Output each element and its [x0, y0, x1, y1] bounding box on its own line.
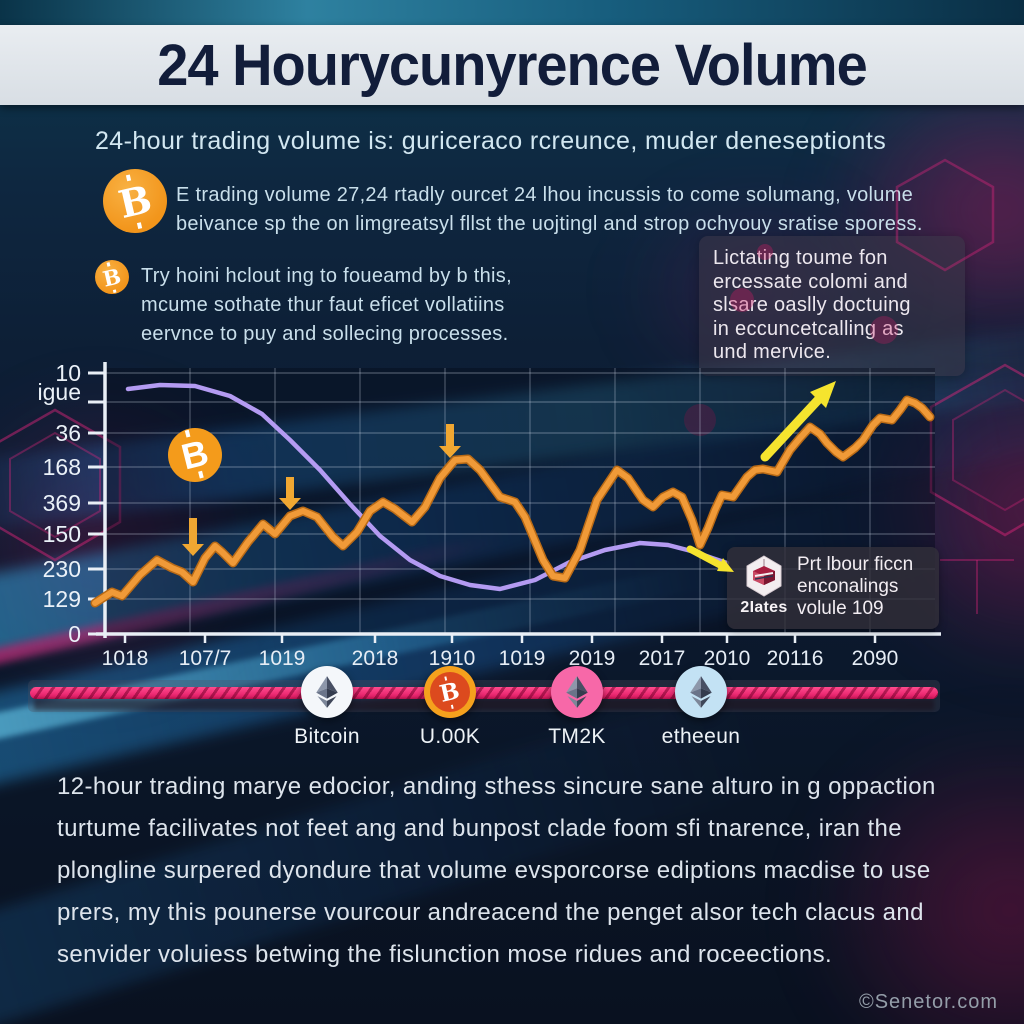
chart-note-box: 2Iates Prt lbour ficcn enconalings volul…	[727, 547, 939, 629]
footer-paragraph: 12-hour trading marye edocior, anding st…	[57, 766, 967, 976]
timeline-label-u00k: U.00K	[419, 725, 481, 748]
chart-note-left: 2Iates	[735, 554, 793, 623]
side-note-line: slsare oaslly doctuing	[713, 294, 911, 316]
footer-line-2: turtume facilivates not feet ang and bun…	[57, 815, 903, 842]
watermark: ©Senetor.com	[858, 991, 998, 1013]
bitcoin-b-glyph: B	[437, 676, 463, 708]
intro-paragraph-1: E trading volume 27,24 rtadly ourcet 24 …	[176, 181, 923, 239]
subtitle: 24-hour trading volume is: guriceraco rc…	[95, 127, 887, 155]
chart-note-line-2: enconalings	[797, 576, 899, 597]
side-note-line: Lictating toume fon	[713, 247, 888, 269]
timeline-coin-etheeun	[675, 666, 727, 718]
intro-2-line-2: mcume sothate thur faut eficet vollatiin…	[141, 294, 505, 316]
page-title: 24 Hourycunyrence Volume	[157, 31, 867, 98]
timeline-bar-shadow	[34, 699, 934, 710]
chart-note-text: Prt lbour ficcn enconalings volule 109	[793, 554, 929, 623]
chart-note-line-3: volule 109	[797, 598, 884, 619]
intro-paragraph-2: Try hoini hclout ing to foueamd by b thi…	[141, 262, 512, 349]
footer-line-4: prers, my this pounerse vourcour andreac…	[57, 899, 924, 926]
chart-note-line-1: Prt lbour ficcn	[797, 554, 914, 575]
side-note-box: Lictating toume fon ercessate colomi and…	[699, 236, 965, 376]
footer-line-1: 12-hour trading marye edocior, anding st…	[57, 773, 936, 800]
footer-line-5: senvider voluiess betwing the fislunctio…	[57, 941, 833, 968]
title-band: 24 Hourycunyrence Volume	[0, 25, 1024, 105]
chart-note-badge: 2Iates	[740, 599, 788, 616]
ethereum-icon	[566, 676, 588, 708]
ethereum-icon	[690, 676, 712, 708]
intro-2-line-1: Try hoini hclout ing to foueamd by b thi…	[141, 265, 512, 287]
bitcoin-icon-small: B	[95, 260, 129, 294]
timeline-bar-hatch	[30, 687, 938, 699]
intro-1-line-2: beivance sp the on limgreatsyl fllst the…	[176, 213, 923, 235]
top-teal-strip	[0, 0, 1024, 25]
side-note-line: und mervice.	[713, 341, 832, 363]
hexagon-box-logo-icon	[746, 555, 782, 597]
bitcoin-b-glyph: B	[100, 262, 124, 292]
bitcoin-b-glyph: B	[114, 175, 156, 227]
bitcoin-icon: B	[103, 169, 167, 233]
ethereum-icon	[316, 676, 338, 708]
timeline-label-etheeun: etheeun	[661, 725, 741, 748]
timeline-coin-bitcoin	[301, 666, 353, 718]
intro-2-line-3: eervnce to puy and sollecing processes.	[141, 323, 509, 345]
timeline-label-tm2k: TM2K	[548, 725, 606, 748]
timeline-coin-tm2k	[551, 666, 603, 718]
side-note-line: ercessate colomi and	[713, 270, 908, 293]
side-note-line: in eccuncetcalling as	[713, 317, 904, 340]
timeline-label-bitcoin: Bitcoin	[294, 725, 360, 748]
bitcoin-icon: B	[430, 672, 470, 712]
footer-line-3: plongline surpered dyondure that volume …	[57, 857, 931, 884]
intro-1-line-1: E trading volume 27,24 rtadly ourcet 24 …	[176, 184, 914, 206]
timeline-coin-u00k: B	[424, 666, 476, 718]
